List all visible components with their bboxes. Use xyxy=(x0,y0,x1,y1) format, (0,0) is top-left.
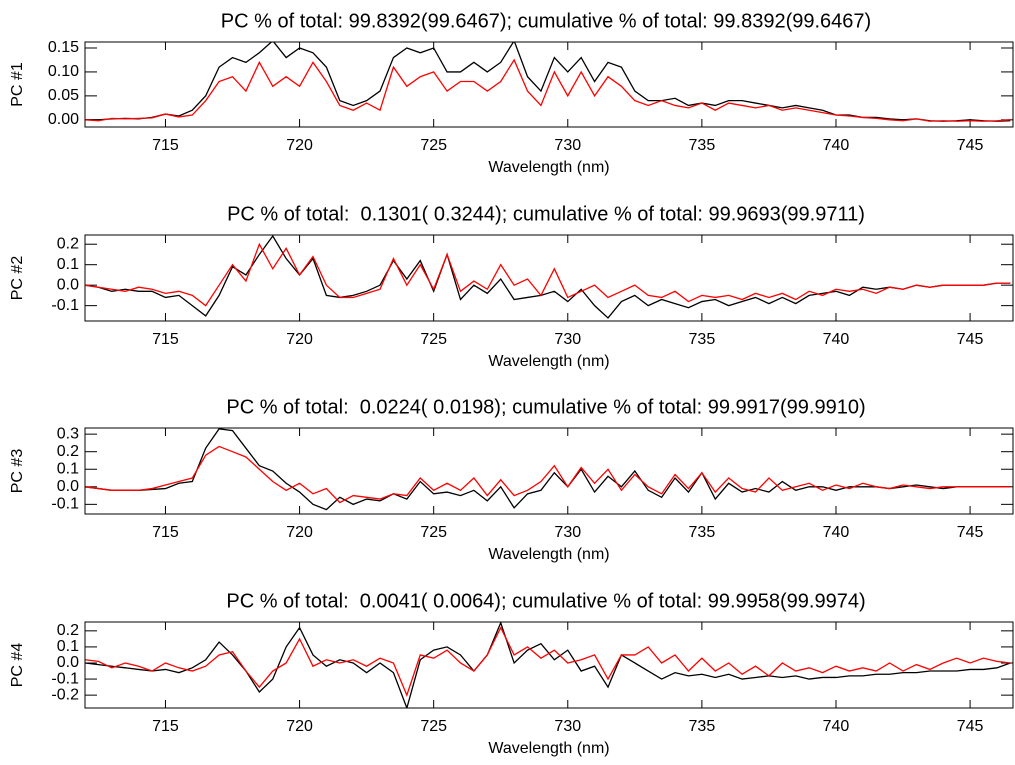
y-axis-label: PC #4 xyxy=(9,643,26,688)
plot-frame xyxy=(84,234,1014,322)
x-tick-label: 735 xyxy=(689,137,716,154)
x-tick-label: 740 xyxy=(823,137,850,154)
y-tick-label: 0.0 xyxy=(57,654,79,671)
y-tick-label: 0.0 xyxy=(57,478,79,495)
y-tick-label: 0.2 xyxy=(57,622,79,639)
y-tick-label: 0.05 xyxy=(48,87,79,104)
y-tick-label: -0.1 xyxy=(51,670,79,687)
data-line xyxy=(85,242,1011,307)
y-tick-label: 0.0 xyxy=(57,276,79,293)
y-axis-label: PC #1 xyxy=(9,62,26,107)
data-line xyxy=(85,235,1011,319)
x-tick-label: 730 xyxy=(554,524,581,541)
x-axis-label: Wavelength (nm) xyxy=(488,353,609,370)
x-tick-label: 725 xyxy=(420,524,447,541)
x-tick-label: 720 xyxy=(286,718,313,735)
x-tick-label: 740 xyxy=(823,524,850,541)
plot-frame xyxy=(84,41,1014,128)
x-tick-label: 745 xyxy=(957,137,984,154)
data-line xyxy=(85,58,1011,122)
data-line xyxy=(85,622,1011,708)
x-tick-label: 730 xyxy=(554,718,581,735)
x-axis-label: Wavelength (nm) xyxy=(488,546,609,563)
x-tick-label: 740 xyxy=(823,718,850,735)
x-axis-label: Wavelength (nm) xyxy=(488,159,609,176)
data-line xyxy=(85,626,1011,697)
y-tick-label: -0.2 xyxy=(51,686,79,703)
y-tick-label: -0.1 xyxy=(51,496,79,513)
x-tick-label: 730 xyxy=(554,137,581,154)
y-axis-label: PC #2 xyxy=(9,256,26,301)
x-tick-label: 745 xyxy=(957,331,984,348)
x-tick-label: 720 xyxy=(286,331,313,348)
y-tick-label: 0.10 xyxy=(48,63,79,80)
y-tick-label: -0.1 xyxy=(51,297,79,314)
x-tick-label: 735 xyxy=(689,524,716,541)
x-tick-label: 715 xyxy=(152,718,179,735)
data-line xyxy=(85,428,1011,511)
x-tick-label: 730 xyxy=(554,331,581,348)
x-tick-label: 740 xyxy=(823,331,850,348)
data-line xyxy=(85,42,1011,122)
y-tick-label: 0.3 xyxy=(57,425,79,442)
y-tick-label: 0.15 xyxy=(48,39,79,56)
y-tick-label: 0.2 xyxy=(57,235,79,252)
y-tick-label: 0.1 xyxy=(57,256,79,273)
chart-title: PC % of total: 0.0224( 0.0198); cumulati… xyxy=(226,396,865,418)
chart-title: PC % of total: 0.1301( 0.3244); cumulati… xyxy=(227,203,865,225)
plot-area xyxy=(85,622,1011,708)
x-tick-label: 725 xyxy=(420,718,447,735)
x-tick-label: 725 xyxy=(420,331,447,348)
plot-area xyxy=(85,428,1011,511)
x-tick-label: 735 xyxy=(689,331,716,348)
y-axis-label: PC #3 xyxy=(9,449,26,494)
data-line xyxy=(85,445,1011,504)
y-tick-label: 0.2 xyxy=(57,443,79,460)
plot-frame xyxy=(84,427,1014,515)
x-tick-label: 735 xyxy=(689,718,716,735)
x-axis-label: Wavelength (nm) xyxy=(488,740,609,757)
chart-title: PC % of total: 99.8392(99.6467); cumulat… xyxy=(221,10,871,32)
x-tick-label: 715 xyxy=(152,331,179,348)
x-tick-label: 715 xyxy=(152,524,179,541)
y-tick-label: 0.00 xyxy=(48,111,79,128)
x-tick-label: 715 xyxy=(152,137,179,154)
plot-area xyxy=(85,235,1011,319)
plot-frame xyxy=(84,621,1014,709)
x-tick-label: 745 xyxy=(957,524,984,541)
chart-title: PC % of total: 0.0041( 0.0064); cumulati… xyxy=(226,590,865,612)
y-tick-label: 0.1 xyxy=(57,638,79,655)
x-tick-label: 725 xyxy=(420,137,447,154)
x-tick-label: 745 xyxy=(957,718,984,735)
plot-area xyxy=(85,42,1011,122)
y-tick-label: 0.1 xyxy=(57,460,79,477)
x-tick-label: 720 xyxy=(286,524,313,541)
x-tick-label: 720 xyxy=(286,137,313,154)
